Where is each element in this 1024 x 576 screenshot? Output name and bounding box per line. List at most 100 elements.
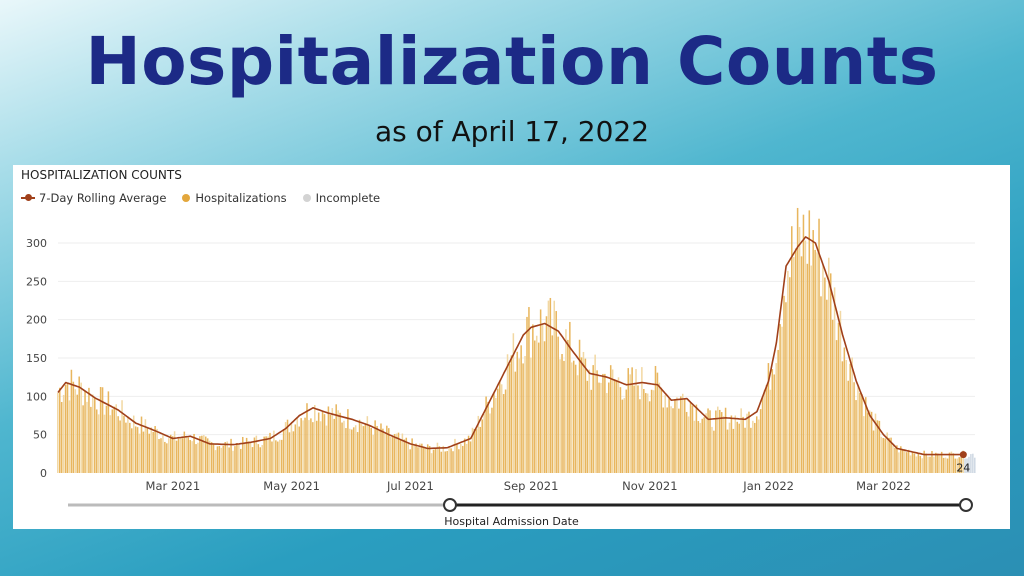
hospitalization-bar (619, 387, 622, 473)
hospitalization-bar (798, 227, 801, 473)
hospitalization-bar (117, 416, 119, 473)
hospitalization-bar (861, 394, 863, 473)
hospitalization-bar (97, 414, 100, 473)
hospitalization-bar (238, 444, 240, 473)
hospitalization-bar (351, 429, 353, 473)
hospitalization-bar (376, 426, 378, 473)
hospitalization-bar (78, 376, 80, 473)
hospitalization-bar (870, 411, 873, 473)
hospitalization-bar (866, 412, 869, 473)
hospitalization-bar (115, 404, 117, 473)
hospitalization-bar (905, 452, 908, 473)
hospitalization-bar (925, 453, 927, 473)
incomplete-bar (970, 454, 972, 473)
hospitalization-bar (74, 389, 77, 473)
hospitalization-bar (929, 456, 931, 473)
hospitalization-bar (243, 443, 246, 473)
y-tick-label: 200 (26, 314, 47, 327)
hospitalization-bar (868, 410, 871, 473)
hospitalization-bar (446, 451, 448, 473)
hospitalization-bar (193, 433, 195, 473)
legend-item-incomplete[interactable]: Incomplete (302, 191, 381, 205)
hospitalization-bar (214, 450, 217, 473)
hospitalization-bar (426, 444, 429, 473)
hospitalization-bar (674, 399, 676, 473)
hospitalization-bar (370, 428, 372, 473)
hospitalization-bar (894, 447, 896, 473)
hospitalization-bar (594, 354, 596, 473)
hospitalization-bar (617, 377, 620, 473)
hospitalization-bar (259, 447, 262, 473)
hospitalization-bar (611, 369, 614, 473)
hospitalization-bar (255, 435, 258, 473)
hospitalization-bar (467, 435, 470, 473)
hospitalization-bar (785, 302, 787, 473)
hospitalization-bar (734, 415, 737, 473)
hospitalization-bar (512, 333, 515, 473)
hospitalization-bar (806, 263, 809, 473)
incomplete-bar (968, 456, 970, 473)
hospitalization-bar (448, 446, 450, 473)
hospitalization-bar (818, 218, 820, 473)
hospitalization-bar (781, 326, 783, 473)
hospitalization-bar (138, 433, 141, 473)
hospitalization-bar (923, 450, 925, 473)
hospitalization-bar (134, 426, 137, 473)
hospitalization-bar (399, 439, 402, 473)
hospitalization-bar (177, 438, 180, 473)
hospitalization-bar (166, 443, 168, 473)
hospitalization-bar (604, 373, 606, 473)
hospitalization-bar (656, 372, 659, 473)
hospitalization-bar (434, 448, 437, 473)
hospitalization-bar (755, 416, 758, 473)
hospitalization-bar (637, 385, 639, 473)
hospitalization-bar (884, 438, 886, 473)
hospitalization-bar (676, 397, 678, 473)
hospitalization-bar (812, 230, 814, 473)
hospitalization-bar (794, 248, 797, 473)
hospitalization-bar (518, 358, 520, 473)
hospitalization-bar (430, 453, 433, 473)
hospitalization-bar (164, 441, 166, 473)
hospitalization-bar (592, 365, 594, 473)
hospitalization-bar (438, 446, 441, 473)
slider-start-handle[interactable] (443, 498, 457, 512)
legend-item-rolling-average[interactable]: 7-Day Rolling Average (21, 191, 166, 205)
hospitalization-bar (197, 442, 199, 473)
hospitalization-bar (407, 443, 409, 473)
hospitalization-bar (530, 357, 532, 473)
legend-item-hospitalizations[interactable]: Hospitalizations (182, 191, 287, 205)
hospitalization-chart: 0 50 100 150 200 250 300 24 Mar 2021 May 2021 Jul … (26, 207, 976, 512)
hospitalization-bar (415, 443, 417, 473)
hospitalization-bar (718, 409, 721, 473)
hospitalization-bar (378, 430, 380, 473)
hospitalization-bar (662, 407, 665, 473)
hospitalization-bar (942, 457, 945, 473)
hospitalization-bar (368, 424, 371, 473)
hospitalization-bar (740, 408, 742, 473)
hospitalization-bar (158, 439, 160, 473)
hospitalization-bar (837, 322, 840, 473)
hospitalization-bar (551, 335, 554, 473)
hospitalization-bar (625, 389, 628, 473)
hospitalization-bar (901, 449, 904, 473)
hospitalization-bar (461, 445, 464, 473)
hospitalization-bar (506, 354, 509, 473)
hospitalization-bar (302, 420, 304, 473)
hospitalization-bar (903, 449, 906, 473)
hospitalization-bar (152, 431, 154, 473)
y-tick-label: 300 (26, 237, 47, 250)
legend-label: Incomplete (315, 191, 381, 205)
hospitalization-bar (777, 349, 779, 473)
hospitalization-bar (345, 428, 347, 473)
hospitalization-bar (639, 399, 641, 473)
hospitalization-bar (103, 414, 106, 473)
hospitalization-bar (578, 339, 581, 473)
slider-end-handle[interactable] (959, 498, 973, 512)
hospitalization-bar (627, 368, 629, 473)
hospitalization-bar (329, 414, 332, 473)
hospitalization-bar (425, 448, 427, 473)
hospitalization-bar (206, 438, 209, 473)
hospitalization-bar (771, 369, 774, 473)
hospitalization-bar (331, 408, 334, 473)
